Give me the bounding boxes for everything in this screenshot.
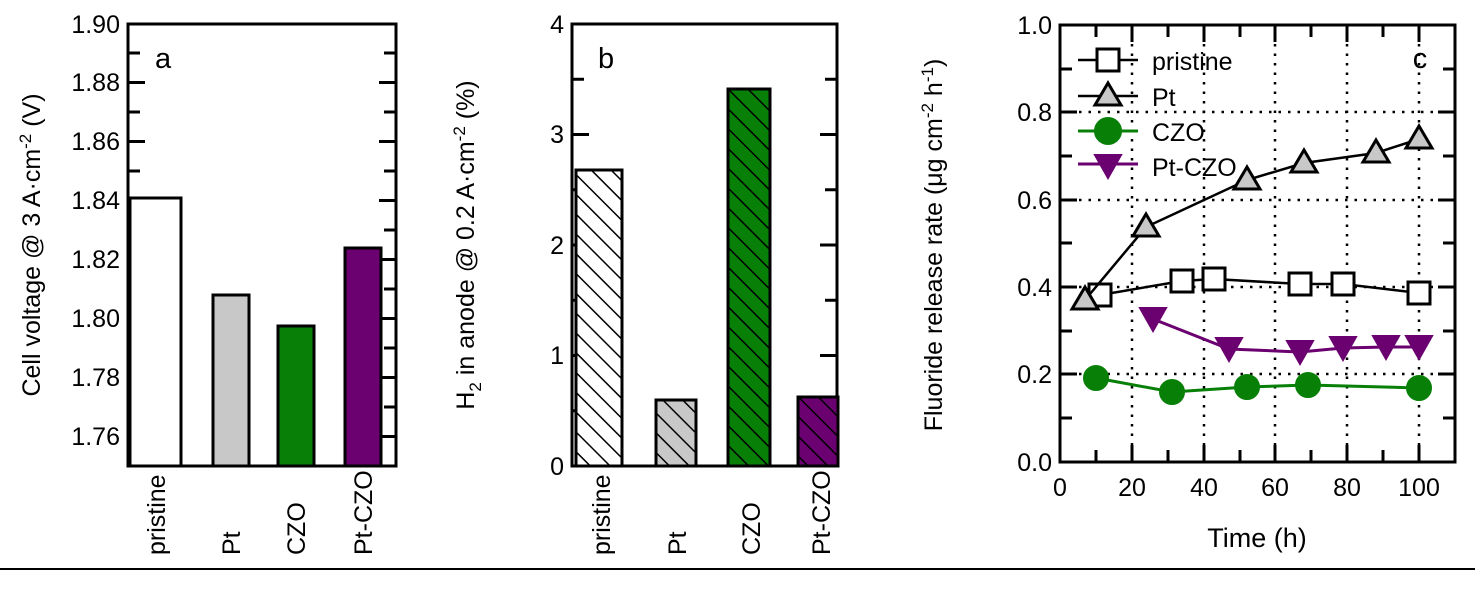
legend-label-pristine: pristine (1152, 48, 1233, 76)
series-czo (1083, 365, 1432, 405)
legend-marker-pt-czo (1093, 154, 1123, 181)
panel-c-svg: Fluoride release rate (μg cm-2 h-1) (918, 12, 1457, 553)
marker-group-czo (1083, 365, 1432, 405)
panel-b-bars (574, 87, 840, 468)
panel-b-svg: H2 in anode @ 0.2 A·cm-2 (%) (450, 11, 840, 555)
panel-c-yticks (1060, 23, 1455, 464)
panel-b-xticklabels: pristine Pt CZO Pt-CZO (588, 470, 836, 555)
legend-marker-czo (1094, 117, 1122, 145)
svg-text:1.78: 1.78 (71, 364, 120, 392)
panel-b-yticklabels: 0 1 2 3 4 (550, 11, 564, 481)
bar-pristine (128, 196, 183, 466)
panel-c: Fluoride release rate (μg cm-2 h-1) (900, 0, 1475, 591)
svg-text:0.2: 0.2 (1017, 361, 1052, 389)
bar-pt (211, 293, 251, 466)
legend-label-pt-czo: Pt-CZO (1152, 154, 1237, 182)
panel-c-xlabel: Time (h) (1207, 523, 1307, 553)
panel-b: H2 in anode @ 0.2 A·cm-2 (%) (440, 0, 900, 591)
svg-text:2: 2 (550, 232, 564, 260)
svg-text:1.90: 1.90 (71, 11, 120, 39)
svg-text:60: 60 (1261, 474, 1289, 502)
svg-text:pristine: pristine (588, 474, 616, 555)
svg-text:40: 40 (1190, 474, 1218, 502)
svg-text:0.8: 0.8 (1017, 99, 1052, 127)
svg-text:CZO: CZO (738, 502, 766, 555)
svg-text:1.84: 1.84 (71, 187, 120, 215)
svg-text:Pt: Pt (664, 531, 692, 555)
panel-a-svg: Cell voltage @ 3 A·cm-2 (V) (16, 11, 398, 555)
legend-item-czo[interactable]: CZO (1078, 117, 1205, 147)
panel-a-label: a (155, 43, 172, 75)
svg-text:3: 3 (550, 121, 564, 149)
svg-text:100: 100 (1398, 474, 1440, 502)
svg-text:0.0: 0.0 (1017, 449, 1052, 477)
bar-czo (726, 87, 772, 468)
legend-marker-pt (1092, 80, 1124, 107)
svg-text:0: 0 (1053, 474, 1067, 502)
svg-text:1.86: 1.86 (71, 128, 120, 156)
legend-label-pt: Pt (1152, 84, 1176, 112)
svg-text:Fluoride release rate (μg cm-: Fluoride release rate (μg cm-2 h-1) (918, 59, 948, 432)
svg-text:0.6: 0.6 (1017, 187, 1052, 215)
legend-item-pt[interactable]: Pt (1078, 80, 1176, 112)
svg-text:1.76: 1.76 (71, 423, 120, 451)
legend-item-pristine[interactable]: pristine (1078, 47, 1233, 76)
marker-group-pt-czo (1138, 307, 1434, 367)
svg-text:1: 1 (550, 342, 564, 370)
svg-text:20: 20 (1118, 474, 1146, 502)
svg-text:1.0: 1.0 (1017, 12, 1052, 40)
svg-text:1.82: 1.82 (71, 246, 120, 274)
panel-c-plot-frame (1058, 23, 1457, 464)
panel-a-plot-frame (126, 22, 398, 468)
svg-text:H2 in anode @ 0.2 A·cm-2 (%): H2 in anode @ 0.2 A·cm-2 (%) (450, 80, 485, 409)
panel-c-ylabel: Fluoride release rate (μg cm-2 h-1) (918, 59, 948, 432)
svg-text:pristine: pristine (143, 474, 171, 555)
series-pt (1069, 123, 1435, 311)
svg-text:80: 80 (1333, 474, 1361, 502)
panel-c-yticklabels: 0.0 0.2 0.4 0.6 0.8 1.0 (1017, 12, 1052, 477)
svg-text:1.80: 1.80 (71, 305, 120, 333)
panel-c-legend: pristine Pt CZO Pt-CZO (1078, 47, 1237, 182)
panel-c-xticklabels: 0 20 40 60 80 100 (1053, 474, 1440, 502)
panel-a-ylabel: Cell voltage @ 3 A·cm-2 (V) (16, 93, 46, 396)
marker-group-pt (1069, 123, 1435, 311)
figure-bottom-rule (0, 568, 1475, 570)
svg-text:CZO: CZO (283, 502, 311, 555)
bar-czo (276, 324, 316, 466)
legend-item-pt-czo[interactable]: Pt-CZO (1078, 154, 1237, 182)
panel-c-xticks (1058, 25, 1457, 462)
series-pt-czo (1138, 307, 1434, 367)
panel-a-xticklabels: pristine Pt CZO Pt-CZO (143, 470, 378, 555)
panel-a: Cell voltage @ 3 A·cm-2 (V) (0, 0, 440, 591)
svg-text:Pt-CZO: Pt-CZO (808, 470, 836, 555)
svg-text:0: 0 (550, 453, 564, 481)
svg-text:1.88: 1.88 (71, 69, 120, 97)
bar-pt-czo (343, 246, 383, 466)
bar-pt-czo (796, 395, 840, 468)
svg-text:0.4: 0.4 (1017, 274, 1052, 302)
panel-c-label: c (1413, 43, 1428, 75)
legend-marker-pristine (1095, 47, 1121, 73)
panel-b-label: b (598, 43, 614, 75)
panel-b-ylabel: H2 in anode @ 0.2 A·cm-2 (%) (450, 80, 485, 409)
legend-label-czo: CZO (1152, 119, 1205, 147)
panel-a-yticklabels: 1.76 1.78 1.80 1.82 1.84 1.86 1.88 1.90 (71, 11, 120, 451)
svg-text:Pt: Pt (218, 531, 246, 555)
svg-text:4: 4 (550, 11, 564, 39)
bar-pristine (574, 168, 624, 468)
panel-c-gridlines (1060, 25, 1455, 462)
bar-pt (654, 398, 698, 468)
svg-text:Pt-CZO: Pt-CZO (350, 470, 378, 555)
svg-text:Cell voltage @ 3 A·cm-2 (V): Cell voltage @ 3 A·cm-2 (V) (16, 93, 46, 396)
panel-a-bars (128, 196, 383, 466)
